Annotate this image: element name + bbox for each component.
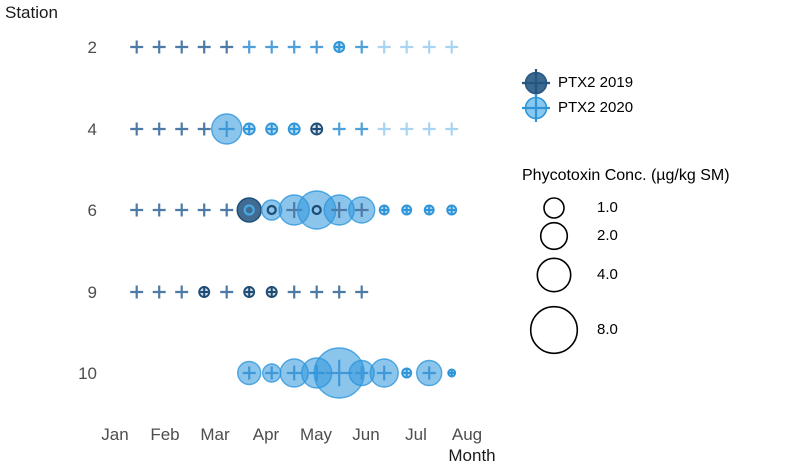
plus-marker-icon xyxy=(355,40,369,54)
concentration-bubble xyxy=(236,197,262,223)
plus-marker-icon xyxy=(175,203,189,217)
x-tick-jul: Jul xyxy=(405,425,427,444)
size-legend-label-2: 2.0 xyxy=(597,227,618,244)
circle-plus-cross-icon xyxy=(244,124,254,134)
plus-marker-icon xyxy=(152,203,166,217)
legend-label-ptx2-2019: PTX2 2019 xyxy=(558,74,634,91)
plus-marker-icon xyxy=(242,40,256,54)
plus-marker-icon xyxy=(332,285,346,299)
bubble-cross-icon xyxy=(355,366,369,380)
plus-marker-icon xyxy=(422,122,436,136)
size-legend-label-8: 8.0 xyxy=(597,321,618,338)
circle-plus-cross-icon xyxy=(245,288,254,296)
plus-marker-icon xyxy=(175,285,189,299)
bubble-cross-icon xyxy=(422,366,436,380)
plus-marker-icon xyxy=(310,40,324,54)
size-legend-label-1: 1.0 xyxy=(597,199,618,216)
bubble-cross-icon xyxy=(265,366,279,380)
bubble-cross-icon xyxy=(331,202,348,218)
y-axis-title: Station xyxy=(5,3,58,22)
circle-plus-cross-icon xyxy=(403,206,411,214)
plus-marker-icon xyxy=(332,122,346,136)
x-tick-jun: Jun xyxy=(352,425,380,444)
legend-key-cross-icon xyxy=(526,98,546,118)
bubble-cross-icon xyxy=(354,203,369,217)
plus-marker-icon xyxy=(265,40,279,54)
overlay-ring-2020 xyxy=(243,204,255,216)
plus-marker-icon xyxy=(220,203,234,217)
size-legend-title: Phycotoxin Conc. (µg/kg SM) xyxy=(522,167,730,184)
plus-marker-icon xyxy=(130,203,144,217)
circle-plus-cross-icon xyxy=(448,206,456,214)
y-tick-station-6: 6 xyxy=(87,201,97,220)
size-legend-circle xyxy=(529,305,579,355)
bubble-cross-icon xyxy=(286,365,302,381)
plus-marker-icon xyxy=(445,122,459,136)
plus-marker-icon xyxy=(130,122,144,136)
plus-marker-icon xyxy=(287,40,301,54)
plus-marker-icon xyxy=(220,40,234,54)
circle-plus-cross-icon xyxy=(289,124,299,134)
plus-marker-icon xyxy=(400,122,414,136)
plus-marker-icon xyxy=(152,122,166,136)
plus-marker-icon xyxy=(175,122,189,136)
y-tick-station-4: 4 xyxy=(87,120,97,139)
x-tick-feb: Feb xyxy=(150,425,180,444)
plus-marker-icon xyxy=(130,285,144,299)
circle-plus-cross-icon xyxy=(380,206,388,214)
size-legend-circle xyxy=(543,197,565,219)
circle-plus-cross-icon xyxy=(425,206,433,214)
plus-marker-icon xyxy=(130,40,144,54)
circle-plus-cross-icon xyxy=(403,369,411,377)
plus-marker-icon xyxy=(152,40,166,54)
plus-marker-icon xyxy=(220,285,234,299)
overlay-ring-2019 xyxy=(311,204,322,216)
legend-key-cross-icon xyxy=(526,73,546,93)
plus-marker-icon xyxy=(377,40,391,54)
x-tick-mar: Mar xyxy=(200,425,230,444)
bubble-cross-icon xyxy=(218,121,235,137)
circle-plus-cross-icon xyxy=(267,288,276,296)
x-tick-apr: Apr xyxy=(252,425,280,444)
x-tick-may: May xyxy=(299,425,333,444)
plus-marker-icon xyxy=(197,203,211,217)
plus-marker-icon xyxy=(355,285,369,299)
plus-marker-icon xyxy=(197,122,211,136)
plus-marker-icon xyxy=(197,40,211,54)
circle-plus-cross-icon xyxy=(312,124,322,134)
plus-marker-icon xyxy=(152,285,166,299)
bubble-cross-icon xyxy=(325,359,353,387)
plus-marker-icon xyxy=(310,285,324,299)
plus-marker-icon xyxy=(175,40,189,54)
circle-plus-cross-icon xyxy=(448,370,455,376)
x-tick-aug: Aug xyxy=(451,425,483,444)
plus-marker-icon xyxy=(355,122,369,136)
size-legend-label-4: 4.0 xyxy=(597,266,618,283)
x-axis-title: Month xyxy=(448,446,496,465)
circle-plus-cross-icon xyxy=(267,124,277,134)
x-tick-jan: Jan xyxy=(101,425,129,444)
y-tick-station-10: 10 xyxy=(78,364,97,383)
size-legend-circle xyxy=(539,221,569,251)
circle-plus-cross-icon xyxy=(335,43,344,51)
plus-marker-icon xyxy=(422,40,436,54)
y-tick-station-2: 2 xyxy=(87,38,97,57)
plus-marker-icon xyxy=(445,40,459,54)
bubble-cross-icon xyxy=(242,366,256,380)
legend-label-ptx2-2020: PTX2 2020 xyxy=(558,99,634,116)
y-tick-station-9: 9 xyxy=(87,283,97,302)
bubble-cross-icon xyxy=(376,365,392,381)
plus-marker-icon xyxy=(400,40,414,54)
plus-marker-icon xyxy=(377,122,391,136)
size-legend-circle xyxy=(536,257,572,293)
plus-marker-icon xyxy=(287,285,301,299)
overlay-ring-2019 xyxy=(266,204,277,216)
circle-plus-cross-icon xyxy=(200,288,209,296)
